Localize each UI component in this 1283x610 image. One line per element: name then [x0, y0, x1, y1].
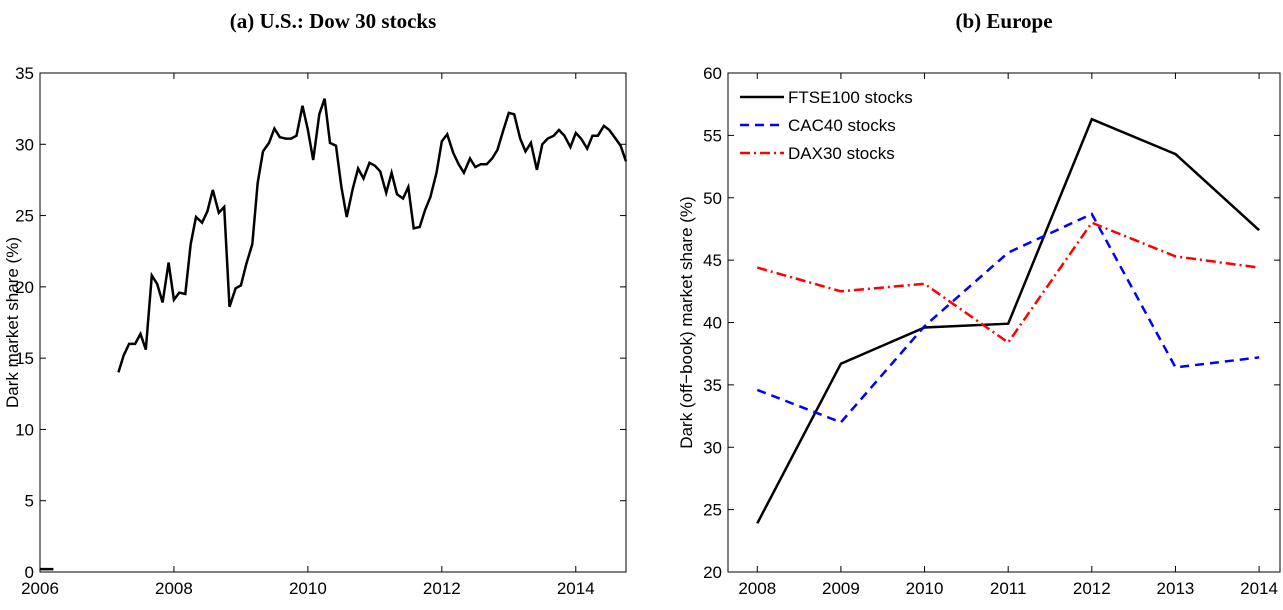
x-tick-label: 2014 [557, 579, 595, 598]
x-tick-label: 2011 [990, 579, 1027, 598]
y-tick-label: 5 [25, 492, 34, 511]
y-tick-label: 30 [703, 438, 722, 457]
x-tick-label: 2012 [423, 579, 461, 598]
y-tick-label: 30 [15, 135, 34, 154]
chart-title: (a) U.S.: Dow 30 stocks [230, 9, 437, 33]
y-tick-label: 25 [703, 501, 722, 520]
y-tick-label: 55 [703, 126, 722, 145]
y-tick-label: 50 [703, 189, 722, 208]
y-tick-label: 60 [703, 64, 722, 83]
y-tick-label: 0 [25, 563, 34, 582]
data-line [756, 117, 1260, 524]
x-tick-label: 2014 [1240, 579, 1278, 598]
chart-title: (b) Europe [955, 9, 1052, 33]
plot-frame [39, 72, 627, 573]
x-tick-label: 2013 [1157, 579, 1195, 598]
y-axis-label: Dark (off−book) market share (%) [677, 196, 696, 448]
data-line [756, 212, 1260, 424]
data-line [40, 98, 628, 571]
y-tick-label: 20 [15, 278, 34, 297]
x-tick-label: 2008 [155, 579, 193, 598]
x-tick-label: 2006 [21, 579, 59, 598]
x-tick-label: 2009 [822, 579, 860, 598]
x-tick-label: 2012 [1073, 579, 1111, 598]
legend-label: FTSE100 stocks [788, 88, 913, 107]
legend-label: CAC40 stocks [788, 116, 896, 135]
y-tick-label: 15 [15, 349, 34, 368]
legend-label: DAX30 stocks [788, 144, 895, 163]
y-tick-label: 10 [15, 420, 34, 439]
y-tick-label: 35 [703, 376, 722, 395]
y-tick-label: 45 [703, 251, 722, 270]
data-line [756, 221, 1260, 345]
y-tick-label: 25 [15, 207, 34, 226]
y-tick-label: 20 [703, 563, 722, 582]
x-tick-label: 2008 [738, 579, 776, 598]
y-tick-label: 35 [15, 64, 34, 83]
y-axis-label: Dark market share (%) [3, 237, 22, 408]
x-tick-label: 2010 [289, 579, 327, 598]
x-tick-label: 2010 [906, 579, 944, 598]
y-tick-label: 40 [703, 314, 722, 333]
